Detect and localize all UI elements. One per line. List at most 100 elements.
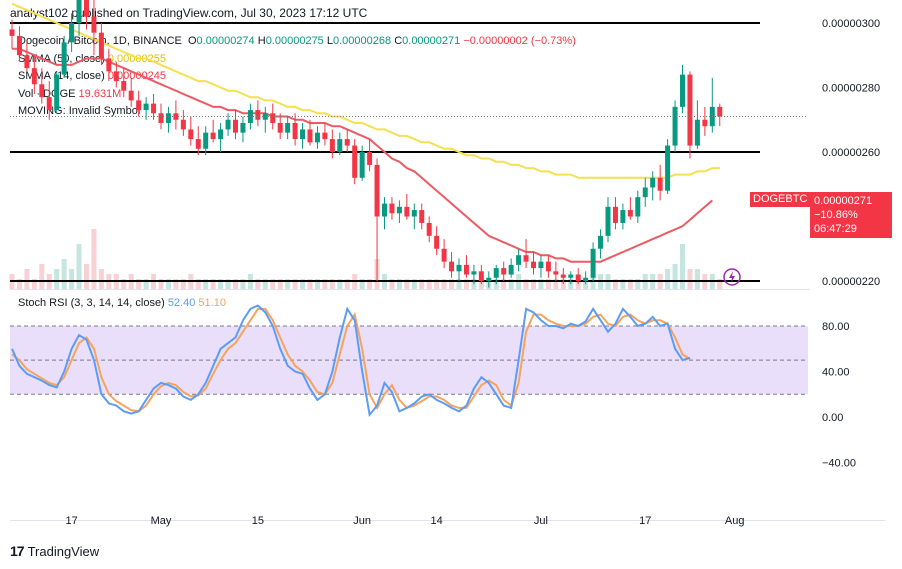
candle-body bbox=[128, 90, 134, 101]
candle-body bbox=[188, 129, 194, 140]
time-axis[interactable]: 17 May 15 Jun 14 Jul 17 Aug bbox=[65, 515, 744, 527]
time-tick-label: 15 bbox=[252, 515, 264, 527]
volume-bar bbox=[501, 279, 507, 289]
candle-body bbox=[612, 206, 618, 223]
price-tick-label: 0.00000300 bbox=[822, 18, 880, 30]
volume-bar bbox=[233, 279, 238, 289]
candle-body bbox=[329, 139, 335, 152]
candle-body bbox=[322, 132, 328, 140]
high-label: H bbox=[257, 35, 266, 47]
candles bbox=[9, 0, 723, 288]
smma14-row[interactable]: SMMA (14, close) 0.00000245 bbox=[18, 68, 576, 86]
candle-body bbox=[508, 264, 514, 275]
candle-body bbox=[665, 145, 671, 191]
candle-body bbox=[39, 84, 45, 98]
volume-bar bbox=[39, 264, 45, 289]
rsi-tick-label: 80.00 bbox=[822, 321, 850, 333]
stoch-rsi-label: Stoch RSI (3, 3, 14, 14, close) bbox=[18, 297, 165, 309]
volume-row[interactable]: Vol · DOGE 19.631M bbox=[18, 86, 576, 104]
volume-bar bbox=[411, 279, 417, 289]
price-badge-change: −10.86% bbox=[814, 209, 858, 221]
open-value: 0.00000274 bbox=[196, 35, 255, 47]
candle-body bbox=[456, 264, 462, 272]
time-tick-label: 17 bbox=[639, 515, 651, 527]
volume-bar bbox=[396, 279, 402, 289]
volume-bar bbox=[31, 279, 37, 289]
volume-bar bbox=[136, 279, 142, 289]
candle-body bbox=[314, 132, 320, 143]
candle-body bbox=[471, 271, 477, 275]
candle-body bbox=[292, 122, 298, 140]
candle-body bbox=[277, 122, 283, 133]
tradingview-brand: TradingView bbox=[27, 543, 100, 559]
candle-body bbox=[590, 248, 596, 278]
publisher-line: analyst102 published on TradingView.com,… bbox=[10, 6, 368, 20]
price-badge-value: 0.00000271 bbox=[814, 195, 873, 207]
stoch-rsi-lines bbox=[11, 304, 691, 418]
volume-bar bbox=[158, 279, 164, 289]
candle-body bbox=[382, 203, 387, 217]
candle-body bbox=[419, 210, 425, 223]
candle-body bbox=[396, 206, 402, 214]
tradingview-logo-icon: 17 bbox=[10, 543, 25, 559]
candle-body bbox=[54, 74, 60, 111]
smma50-line bbox=[11, 2, 720, 179]
time-tick-label: 17 bbox=[65, 515, 77, 527]
candle-body bbox=[389, 203, 395, 214]
candle-body bbox=[337, 139, 343, 152]
candle-body bbox=[620, 210, 626, 223]
candle-body bbox=[300, 129, 306, 140]
volume-bar bbox=[285, 279, 291, 289]
rsi-axis[interactable]: 80.00 40.00 0.00 −40.00 bbox=[822, 321, 856, 470]
smma50-label: SMMA (50, close) bbox=[18, 52, 105, 65]
candle-body bbox=[31, 68, 37, 85]
rsi-tick-label: 40.00 bbox=[822, 367, 850, 379]
volume-bar bbox=[300, 279, 306, 289]
volume-bar bbox=[91, 229, 97, 289]
candle-body bbox=[449, 261, 455, 272]
candle-body bbox=[404, 206, 410, 217]
candle-body bbox=[694, 119, 700, 146]
stoch-k-line bbox=[11, 304, 691, 418]
volume-bar bbox=[270, 279, 276, 289]
candle-body bbox=[76, 0, 82, 23]
candle-body bbox=[46, 97, 52, 111]
candle-body bbox=[195, 139, 201, 149]
volume-bar bbox=[173, 279, 179, 289]
volume-bar bbox=[627, 279, 633, 289]
candle-body bbox=[441, 248, 447, 262]
price-badge-countdown: 06:47:29 bbox=[814, 223, 857, 235]
volume-bar bbox=[322, 279, 328, 289]
candle-body bbox=[650, 177, 656, 188]
volume-bar bbox=[538, 279, 544, 289]
candle-body bbox=[285, 122, 291, 133]
candle-body bbox=[233, 119, 238, 133]
candle-body bbox=[158, 113, 164, 123]
candle-body bbox=[374, 164, 380, 217]
volume-bar bbox=[389, 279, 395, 289]
volume-bar bbox=[54, 269, 60, 289]
volume-bar bbox=[69, 269, 75, 289]
price-tick-label: 0.00000260 bbox=[822, 147, 880, 159]
candle-body bbox=[24, 55, 30, 69]
candle-body bbox=[493, 268, 499, 278]
alert-icon[interactable] bbox=[723, 268, 741, 286]
rsi-tick-label: −40.00 bbox=[822, 458, 856, 470]
candle-body bbox=[359, 152, 365, 178]
tradingview-logo[interactable]: 17 TradingView bbox=[10, 543, 99, 559]
price-axis[interactable]: 0.000003600.000003400.000003200.00000300… bbox=[822, 0, 880, 288]
volume-bar bbox=[121, 279, 127, 289]
candle-body bbox=[545, 261, 551, 272]
volume-bar bbox=[262, 279, 268, 289]
pane-divider bbox=[10, 289, 810, 290]
candle-body bbox=[180, 119, 186, 130]
volume-bar bbox=[531, 279, 536, 289]
volume-bar bbox=[240, 279, 246, 289]
stoch-rsi-legend[interactable]: Stoch RSI (3, 3, 14, 14, close) 52.40 51… bbox=[18, 297, 226, 309]
close-value: 0.00000271 bbox=[402, 35, 461, 47]
volume-bar bbox=[717, 279, 723, 289]
candle-body bbox=[367, 152, 373, 165]
volume-bar bbox=[672, 264, 678, 289]
candle-body bbox=[121, 81, 127, 91]
